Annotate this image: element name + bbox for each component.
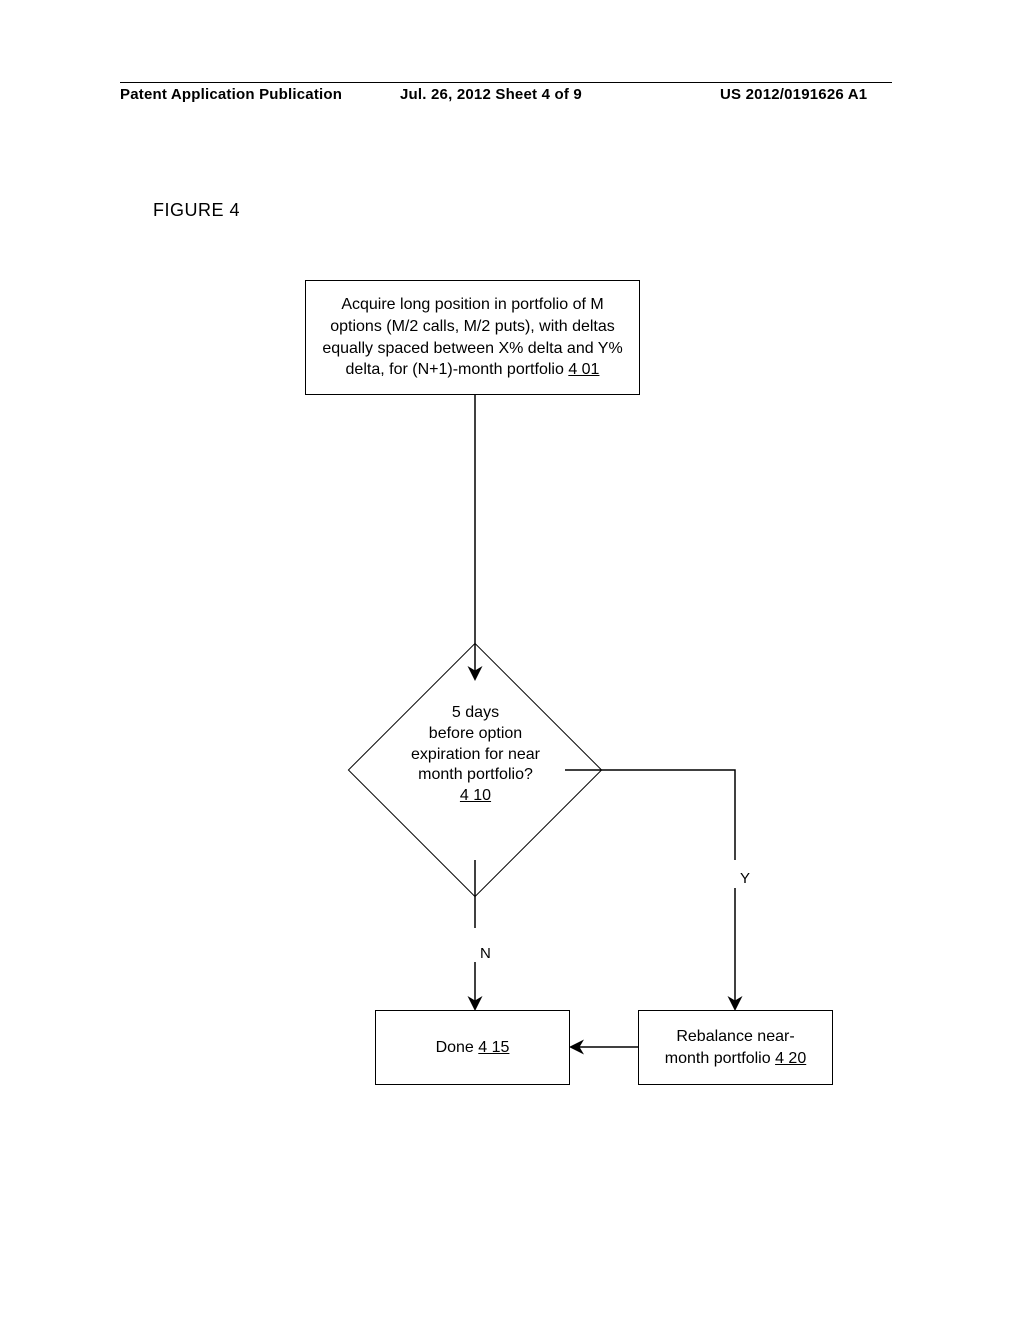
header-center: Jul. 26, 2012 Sheet 4 of 9 [400,86,582,103]
node-rebalance: Rebalance near- month portfolio 4 20 [638,1010,833,1085]
header-rule-top [120,82,892,83]
node-acquire: Acquire long position in portfolio of M … [305,280,640,395]
edge-label-y: Y [740,870,750,887]
node-done-ref: 4 15 [478,1039,509,1056]
node-decision [348,643,603,898]
node-done-text: Done 4 15 [436,1037,510,1059]
node-acquire-ref: 4 01 [568,361,599,378]
page: Patent Application Publication Jul. 26, … [0,0,1024,1320]
node-acquire-line1: Acquire long position in portfolio of M [341,294,603,316]
node-rebalance-line2: month portfolio 4 20 [665,1048,806,1070]
figure-label: FIGURE 4 [153,200,240,221]
node-done: Done 4 15 [375,1010,570,1085]
node-rebalance-ref: 4 20 [775,1050,806,1067]
edge-label-n: N [480,945,491,962]
header-left: Patent Application Publication [120,86,342,103]
node-acquire-line2: options (M/2 calls, M/2 puts), with delt… [330,316,615,338]
node-rebalance-line1: Rebalance near- [676,1026,794,1048]
node-acquire-line4: delta, for (N+1)-month portfolio 4 01 [346,359,600,381]
header-right: US 2012/0191626 A1 [720,86,867,103]
node-acquire-line3: equally spaced between X% delta and Y% [322,338,622,360]
flow-arrows [0,0,1024,1320]
